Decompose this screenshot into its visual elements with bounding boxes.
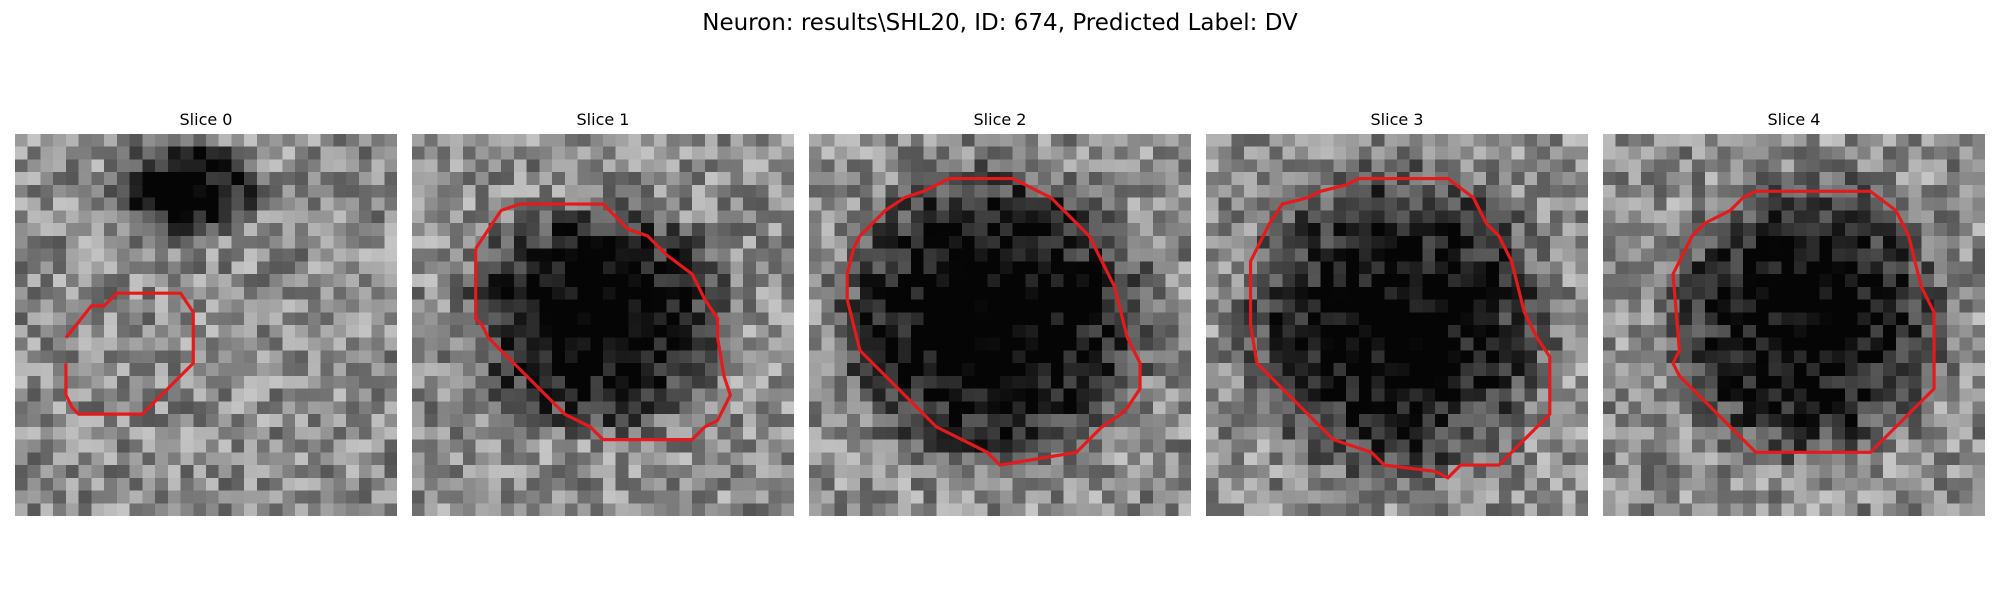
cell-contour <box>64 291 195 416</box>
pixel-grid <box>412 134 794 516</box>
pixel-grid <box>809 134 1191 516</box>
figure-title: Neuron: results\SHL20, ID: 674, Predicte… <box>702 10 1298 36</box>
slice-title: Slice 1 <box>576 110 630 129</box>
cell-contour <box>1248 176 1552 480</box>
slice-image <box>1603 134 1985 516</box>
slice-panel-0: Slice 0 <box>15 0 397 600</box>
slice-image <box>412 134 794 516</box>
slice-panel-4: Slice 4 <box>1603 0 1985 600</box>
slice-panel-2: Slice 2 <box>809 0 1191 600</box>
slice-panel-1: Slice 1 <box>412 0 794 600</box>
slice-image <box>809 134 1191 516</box>
cell-contour <box>1671 189 1936 454</box>
slice-title: Slice 2 <box>973 110 1027 129</box>
pixel-grid <box>1603 134 1985 516</box>
slice-panel-3: Slice 3 <box>1206 0 1588 600</box>
slice-image <box>15 134 397 516</box>
cell-contour <box>845 176 1142 467</box>
pixel-grid <box>1206 134 1588 516</box>
pixel-grid <box>15 134 397 516</box>
slice-title: Slice 4 <box>1767 110 1821 129</box>
slice-image <box>1206 134 1588 516</box>
slice-title: Slice 0 <box>179 110 233 129</box>
slice-title: Slice 3 <box>1370 110 1424 129</box>
cell-contour <box>474 202 733 442</box>
